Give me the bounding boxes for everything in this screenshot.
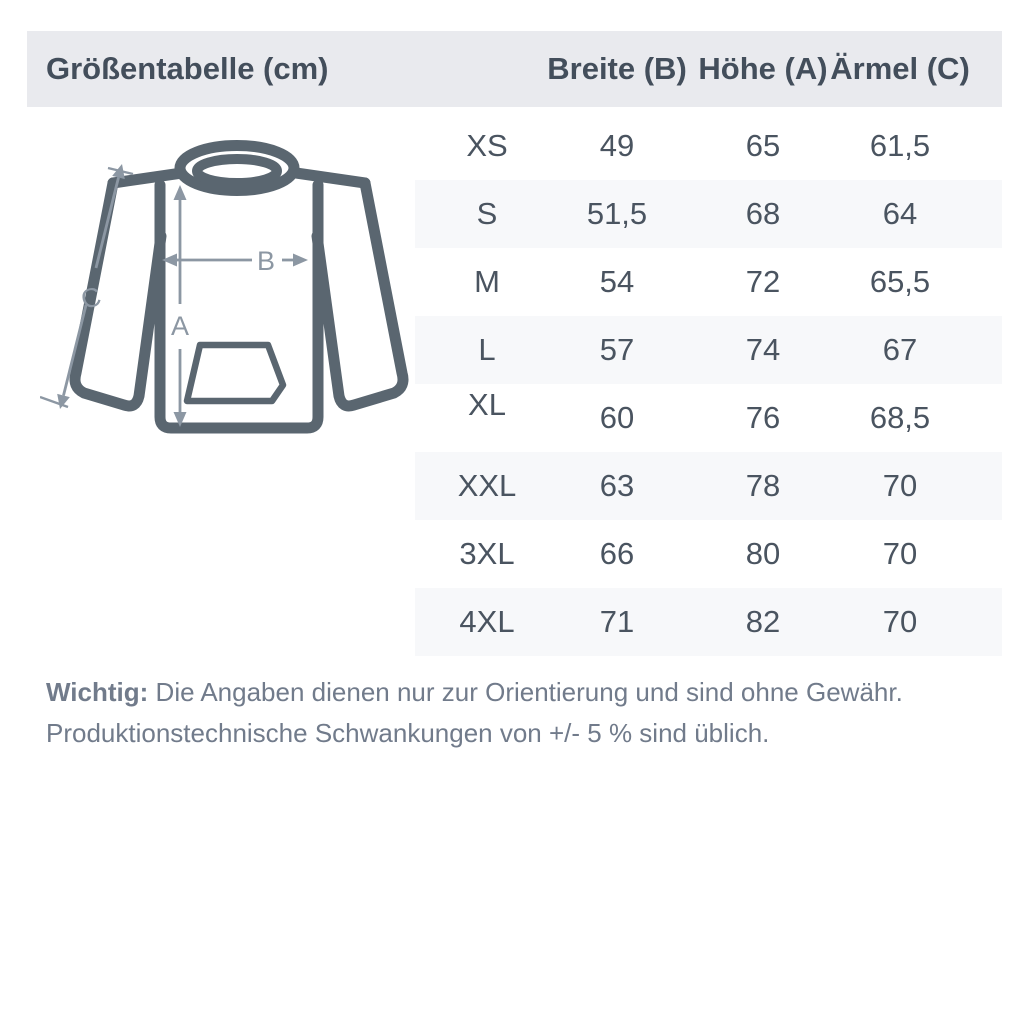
size-label: 3XL xyxy=(459,536,515,571)
measurement-value: 68 xyxy=(745,196,781,231)
hoodie-measurement-diagram: A B C xyxy=(40,140,409,434)
measurement-value: 74 xyxy=(745,332,781,367)
measurement-value: 65 xyxy=(745,128,781,163)
disclaimer-bold: Wichtig: xyxy=(46,677,149,707)
measurement-value: 71 xyxy=(599,604,635,639)
measurement-value: 57 xyxy=(599,332,635,367)
measurement-value: 67 xyxy=(882,332,918,367)
size-label: XS xyxy=(466,128,508,163)
width-arrow-b xyxy=(162,253,308,267)
measurement-value: 70 xyxy=(882,536,918,571)
measurement-value: 68,5 xyxy=(869,400,931,435)
measurement-value: 51,5 xyxy=(586,196,648,231)
label-b: B xyxy=(257,246,275,276)
label-a: A xyxy=(171,311,189,341)
column-header-breite: Breite (B) xyxy=(547,51,687,86)
table-row: XS 49 65 61,5 xyxy=(415,112,1002,180)
table-row: L 57 74 67 xyxy=(415,316,1002,384)
size-label: L xyxy=(478,332,496,367)
measurement-value: 64 xyxy=(882,196,918,231)
disclaimer-line-1: Wichtig: Die Angaben dienen nur zur Orie… xyxy=(46,672,986,713)
disclaimer-note: Wichtig: Die Angaben dienen nur zur Orie… xyxy=(46,672,986,754)
size-label: XXL xyxy=(457,468,517,503)
column-header-hoehe: Höhe (A) xyxy=(698,51,828,86)
measurement-value: 70 xyxy=(882,468,918,503)
measurement-value: 82 xyxy=(745,604,781,639)
size-chart-header: Größentabelle (cm) Breite (B) Höhe (A) Ä… xyxy=(27,31,1002,107)
measurement-value: 78 xyxy=(745,468,781,503)
measurement-value: 54 xyxy=(599,264,635,299)
measurement-value: 72 xyxy=(745,264,781,299)
size-label: S xyxy=(476,196,498,231)
dimension-arrows xyxy=(40,164,308,427)
measurement-value: 66 xyxy=(599,536,635,571)
hoodie-icon xyxy=(69,140,409,434)
measurement-value: 80 xyxy=(745,536,781,571)
measurement-value: 76 xyxy=(745,400,781,435)
size-label: 4XL xyxy=(459,604,515,639)
label-c: C xyxy=(78,281,104,315)
disclaimer-line-2: Produktionstechnische Schwankungen von +… xyxy=(46,718,770,748)
measurement-value: 49 xyxy=(599,128,635,163)
column-header-aermel: Ärmel (C) xyxy=(830,51,970,86)
measurement-value: 63 xyxy=(599,468,635,503)
table-row: XL 60 76 68,5 xyxy=(415,384,1002,452)
page-title: Größentabelle (cm) xyxy=(46,51,329,86)
measurement-value: 70 xyxy=(882,604,918,639)
table-row: M 54 72 65,5 xyxy=(415,248,1002,316)
sleeve-arrow-c xyxy=(40,164,134,409)
table-row: S 51,5 68 64 xyxy=(415,180,1002,248)
measurement-value: 60 xyxy=(599,400,635,435)
table-row: XXL 63 78 70 xyxy=(415,452,1002,520)
disclaimer-text: Die Angaben dienen nur zur Orientierung … xyxy=(148,677,903,707)
measurement-value: 65,5 xyxy=(869,264,931,299)
table-row: 3XL 66 80 70 xyxy=(415,520,1002,588)
size-label: M xyxy=(474,264,500,299)
table-row: 4XL 71 82 70 xyxy=(415,588,1002,656)
size-table-body: XS 49 65 61,5 S 51,5 68 64 M 54 72 65,5 L 57 74 67 XL 60 7… xyxy=(415,112,1002,656)
size-label: XL xyxy=(468,387,506,422)
measurement-value: 61,5 xyxy=(869,128,931,163)
height-arrow-a xyxy=(173,185,187,427)
